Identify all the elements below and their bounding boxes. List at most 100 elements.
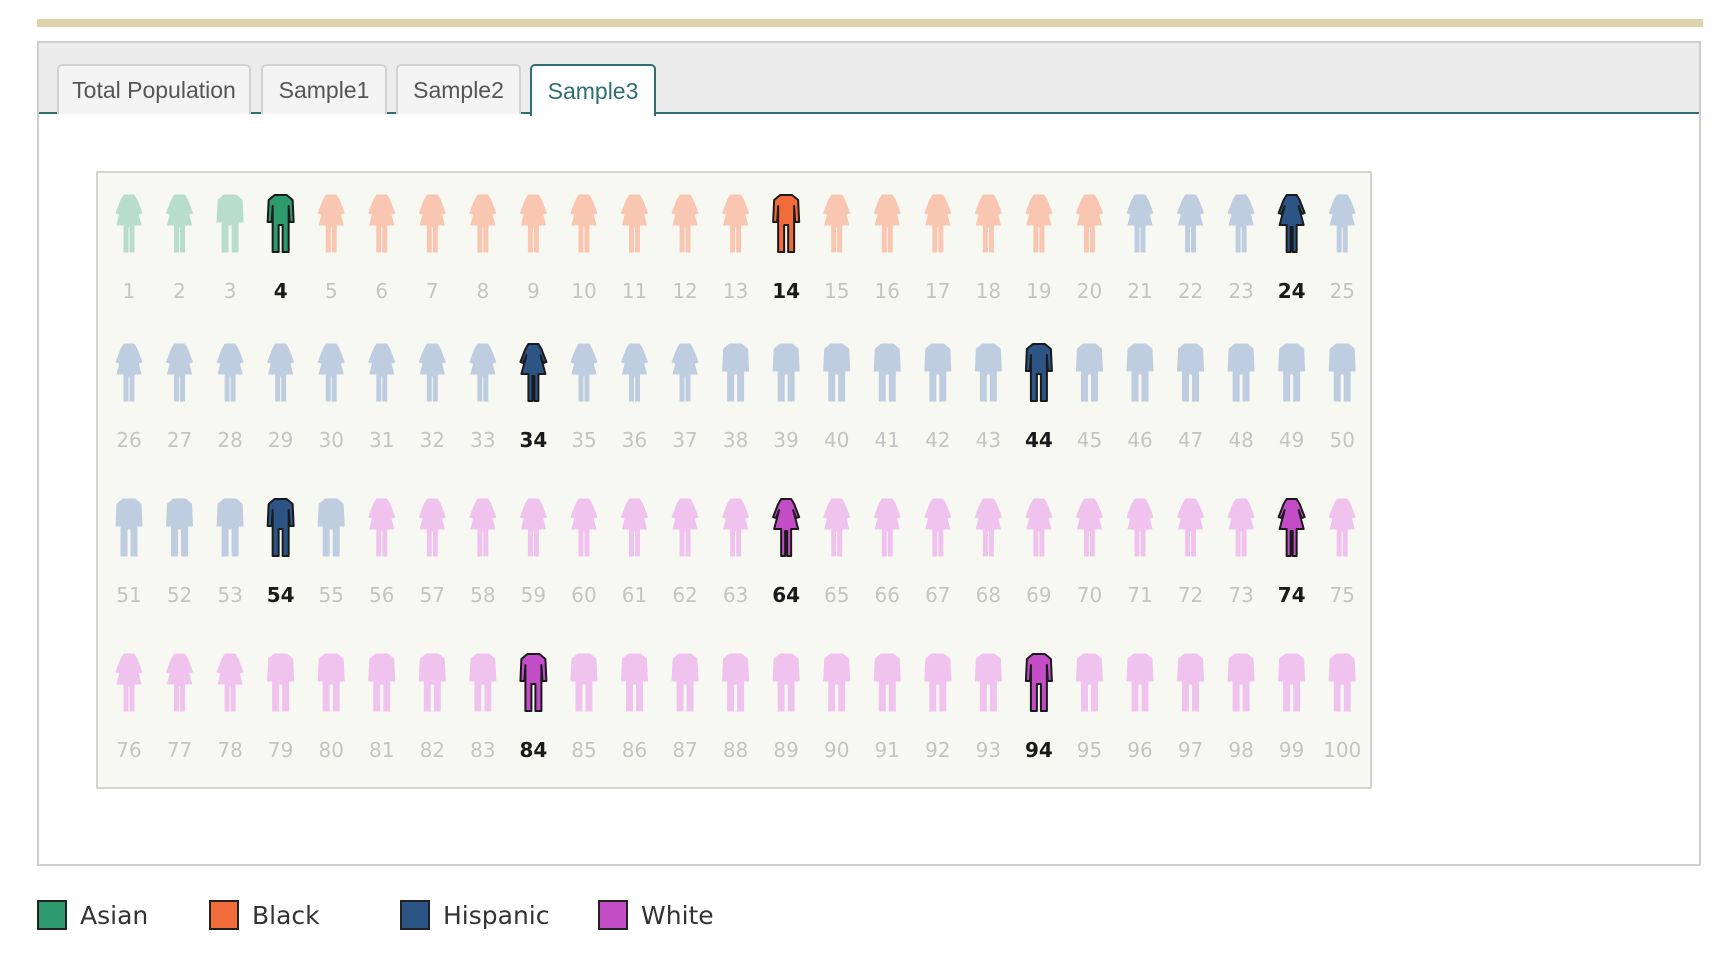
person-number-label: 15 [824, 279, 849, 303]
person-icon-29 [267, 343, 295, 402]
person-icon-66 [873, 498, 901, 557]
person-number-label: 35 [571, 428, 596, 452]
person-number-label: 43 [976, 428, 1001, 452]
person-number-label: 86 [622, 738, 647, 762]
population-grid: 1 2 3 4 5 6 7 8 9 10 11 12 13 14 15 16 17 18 19 20 21 22 23 24 2… [96, 171, 1372, 789]
person-number-label: 41 [875, 428, 900, 452]
legend-item-asian: Asian [37, 895, 148, 935]
person-number-label: 74 [1278, 583, 1306, 607]
person-icon-24 [1277, 194, 1306, 253]
person-number-label: 85 [571, 738, 596, 762]
person-icon-60 [570, 498, 598, 557]
person-icon-59 [519, 498, 547, 557]
person-number-label: 94 [1025, 738, 1053, 762]
person-icon-9 [519, 194, 547, 253]
person-icon-63 [722, 498, 750, 557]
person-icon-34 [519, 343, 548, 402]
person-icon-84 [519, 653, 548, 712]
person-number-label: 13 [723, 279, 748, 303]
person-number-label: 63 [723, 583, 748, 607]
tab-sample2[interactable]: Sample2 [396, 64, 521, 114]
tab-sample1[interactable]: Sample1 [261, 64, 387, 114]
person-number-label: 96 [1127, 738, 1152, 762]
person-icon-39 [772, 343, 800, 402]
person-icon-20 [1075, 194, 1103, 253]
person-icon-30 [317, 343, 345, 402]
person-icon-44 [1024, 343, 1053, 402]
person-icon-45 [1075, 343, 1103, 402]
person-icon-99 [1278, 653, 1306, 712]
person-number-label: 50 [1329, 428, 1354, 452]
person-icon-48 [1227, 343, 1255, 402]
person-icon-65 [823, 498, 851, 557]
person-icon-18 [974, 194, 1002, 253]
person-number-label: 36 [622, 428, 647, 452]
person-icon-72 [1177, 498, 1205, 557]
person-number-label: 69 [1026, 583, 1051, 607]
person-number-label: 90 [824, 738, 849, 762]
person-number-label: 48 [1228, 428, 1253, 452]
person-icon-70 [1075, 498, 1103, 557]
person-number-label: 18 [976, 279, 1001, 303]
person-icon-83 [469, 653, 497, 712]
person-number-label: 45 [1077, 428, 1102, 452]
person-icon-2 [166, 194, 194, 253]
legend-swatch-black [209, 900, 239, 930]
person-icon-5 [317, 194, 345, 253]
person-icon-98 [1227, 653, 1255, 712]
person-icon-51 [115, 498, 143, 557]
person-number-label: 87 [672, 738, 697, 762]
person-icon-55 [317, 498, 345, 557]
person-number-label: 10 [571, 279, 596, 303]
person-number-label: 7 [426, 279, 439, 303]
person-number-label: 89 [773, 738, 798, 762]
person-number-label: 57 [420, 583, 445, 607]
person-number-label: 6 [375, 279, 388, 303]
person-number-label: 1 [123, 279, 136, 303]
person-icon-74 [1277, 498, 1306, 557]
person-icon-40 [823, 343, 851, 402]
person-number-label: 11 [622, 279, 647, 303]
person-icon-76 [115, 653, 143, 712]
person-number-label: 33 [470, 428, 495, 452]
person-number-label: 26 [116, 428, 141, 452]
person-icon-85 [570, 653, 598, 712]
person-number-label: 49 [1279, 428, 1304, 452]
person-number-label: 3 [224, 279, 237, 303]
person-number-label: 2 [173, 279, 186, 303]
person-number-label: 81 [369, 738, 394, 762]
tab-total-population[interactable]: Total Population [57, 64, 251, 114]
person-icon-78 [216, 653, 244, 712]
person-number-label: 38 [723, 428, 748, 452]
person-icon-37 [671, 343, 699, 402]
person-icon-57 [418, 498, 446, 557]
person-number-label: 31 [369, 428, 394, 452]
person-number-label: 64 [772, 583, 800, 607]
person-number-label: 9 [527, 279, 540, 303]
person-number-label: 72 [1178, 583, 1203, 607]
legend-item-white: White [598, 895, 714, 935]
person-icon-71 [1126, 498, 1154, 557]
person-number-label: 82 [420, 738, 445, 762]
person-icon-61 [621, 498, 648, 557]
person-number-label: 61 [622, 583, 647, 607]
person-number-label: 58 [470, 583, 495, 607]
person-icon-53 [216, 498, 244, 557]
person-number-label: 51 [116, 583, 141, 607]
person-number-label: 5 [325, 279, 338, 303]
person-number-label: 59 [521, 583, 546, 607]
person-icon-19 [1025, 194, 1053, 253]
person-icon-95 [1075, 653, 1103, 712]
person-icon-97 [1177, 653, 1205, 712]
person-icon-75 [1328, 498, 1356, 557]
person-number-label: 95 [1077, 738, 1102, 762]
person-icon-41 [873, 343, 901, 402]
legend-label-black: Black [252, 900, 320, 930]
tab-sample3[interactable]: Sample3 [530, 64, 656, 116]
person-icon-33 [469, 343, 497, 402]
person-number-label: 83 [470, 738, 495, 762]
person-number-label: 62 [672, 583, 697, 607]
person-icon-15 [823, 194, 851, 253]
person-icon-94 [1024, 653, 1053, 712]
person-icon-1 [115, 194, 143, 253]
